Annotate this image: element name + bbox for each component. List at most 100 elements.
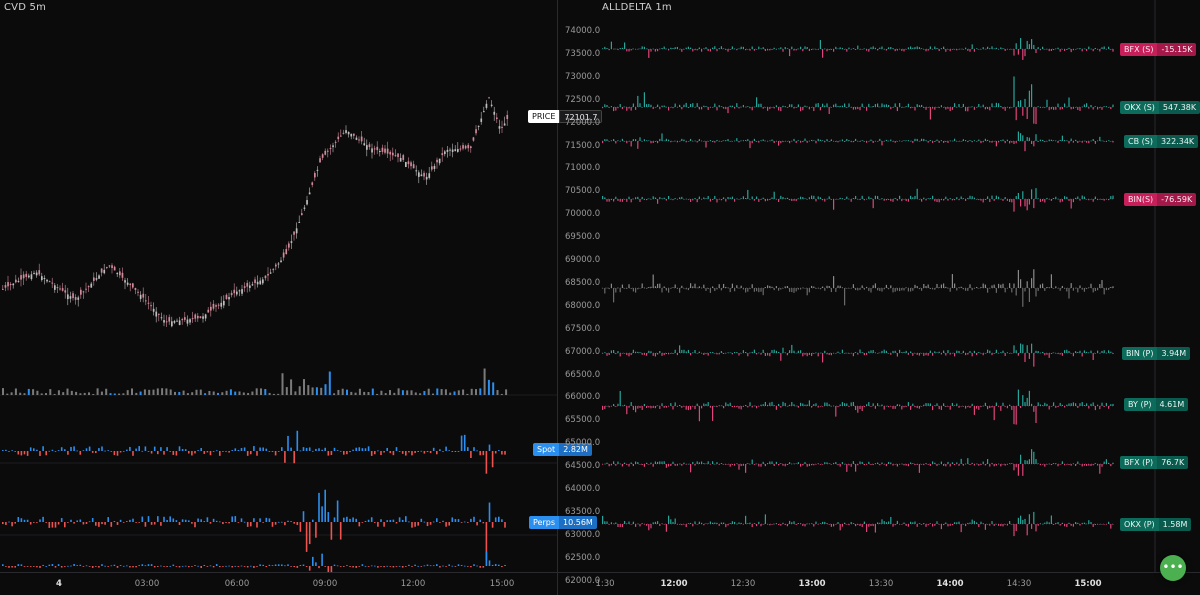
chart-mark <box>1011 463 1013 464</box>
chart-mark <box>215 450 218 452</box>
chart-mark <box>91 451 94 453</box>
chart-mark <box>822 49 824 58</box>
chart-mark <box>457 451 460 452</box>
chart-mark <box>327 566 330 573</box>
chart-mark <box>866 107 868 111</box>
chart-mark <box>738 48 740 50</box>
cvd-time-tick: 15:00 <box>489 579 515 589</box>
chart-mark <box>811 353 813 357</box>
chart-mark <box>1072 49 1074 51</box>
chart-mark <box>848 47 850 49</box>
chart-mark <box>1033 451 1035 464</box>
alldelta-pane[interactable]: ALLDELTA 1m 74000.0 73500.0 73000.0 72500.0… <box>557 0 1200 595</box>
chart-mark <box>943 46 945 49</box>
chart-mark <box>500 393 503 395</box>
chart-mark <box>892 199 894 202</box>
alldelta-time-axis[interactable]: 1:30 12:00 12:30 13:00 13:30 14:00 14:30… <box>557 572 1200 595</box>
chart-mark <box>431 166 433 170</box>
chart-mark <box>298 386 301 395</box>
chart-mark <box>806 464 808 467</box>
chart-mark <box>912 522 914 524</box>
chart-mark <box>925 463 927 464</box>
chart-mark <box>613 523 615 525</box>
chart-mark <box>971 44 973 49</box>
chart-mark <box>973 350 975 353</box>
chart-mark <box>626 406 628 415</box>
chart-mark <box>850 464 852 467</box>
chart-mark <box>762 524 764 525</box>
chart-mark <box>1053 288 1055 289</box>
chart-mark <box>305 447 308 451</box>
chart-mark <box>1035 188 1037 199</box>
chart-mark <box>962 523 964 525</box>
chart-mark <box>857 353 859 355</box>
chart-mark <box>817 196 819 199</box>
chart-mark <box>1083 104 1085 107</box>
chart-mark <box>82 291 85 293</box>
chart-mark <box>929 46 931 49</box>
chart-mark <box>423 172 425 177</box>
chart-mark <box>608 199 610 202</box>
chart-mark <box>687 107 689 108</box>
chart-mark <box>778 141 780 146</box>
chart-mark <box>681 138 683 141</box>
cvd-pane[interactable]: CVD 5m PRICE 72101.7 Spot 2.82M Perps 10… <box>0 0 603 595</box>
chart-mark <box>720 351 722 353</box>
chart-mark <box>246 451 249 456</box>
chart-mark <box>619 104 621 107</box>
chart-mark <box>1064 196 1066 199</box>
chart-mark <box>1108 107 1110 108</box>
chart-mark <box>947 107 949 109</box>
chart-mark <box>751 46 753 49</box>
chart-mark <box>11 566 13 568</box>
chart-mark <box>791 199 793 201</box>
chart-mark <box>1048 199 1050 200</box>
chart-mark <box>780 288 782 290</box>
cvd-chart-canvas[interactable] <box>0 0 557 573</box>
chart-mark <box>505 389 508 395</box>
chart-mark <box>934 141 936 142</box>
chart-mark <box>817 103 819 107</box>
chart-mark <box>1097 404 1099 406</box>
chart-mark <box>602 48 604 49</box>
chart-mark <box>33 272 35 274</box>
chart-mark <box>956 288 958 291</box>
alldelta-chart-canvas[interactable] <box>557 0 1200 573</box>
chart-mark <box>877 522 879 524</box>
chart-mark <box>19 392 22 395</box>
chart-mark <box>751 459 753 464</box>
chart-mark <box>775 350 777 353</box>
chart-mark <box>947 350 949 353</box>
chart-mark <box>290 241 293 243</box>
chart-mark <box>1033 141 1035 147</box>
chart-mark <box>621 47 623 49</box>
chart-mark <box>222 566 224 567</box>
chart-mark <box>314 172 316 178</box>
chart-mark <box>960 406 962 407</box>
chart-mark <box>36 566 38 568</box>
chart-mark <box>318 448 320 451</box>
chart-mark <box>1072 524 1074 527</box>
chart-mark <box>414 392 417 395</box>
chart-mark <box>287 435 289 451</box>
chart-mark <box>905 524 907 526</box>
chart-mark <box>639 199 641 202</box>
chart-mark <box>868 524 870 527</box>
chart-mark <box>720 288 722 291</box>
chart-mark <box>657 49 659 52</box>
chart-mark <box>498 516 500 522</box>
chart-mark <box>1097 107 1099 110</box>
chart-mark <box>473 447 475 451</box>
chart-mark <box>243 566 246 567</box>
chart-mark <box>191 566 193 567</box>
chart-mark <box>894 406 896 409</box>
chart-mark <box>349 451 351 453</box>
chart-mark <box>138 565 140 566</box>
more-options-button[interactable]: ••• <box>1160 555 1186 581</box>
chart-mark <box>868 49 870 52</box>
chart-mark <box>901 406 903 410</box>
chart-mark <box>604 288 606 294</box>
chart-mark <box>742 104 744 107</box>
chart-mark <box>56 287 59 289</box>
cvd-time-axis[interactable]: 4 03:00 06:00 09:00 12:00 15:00 <box>0 572 557 595</box>
